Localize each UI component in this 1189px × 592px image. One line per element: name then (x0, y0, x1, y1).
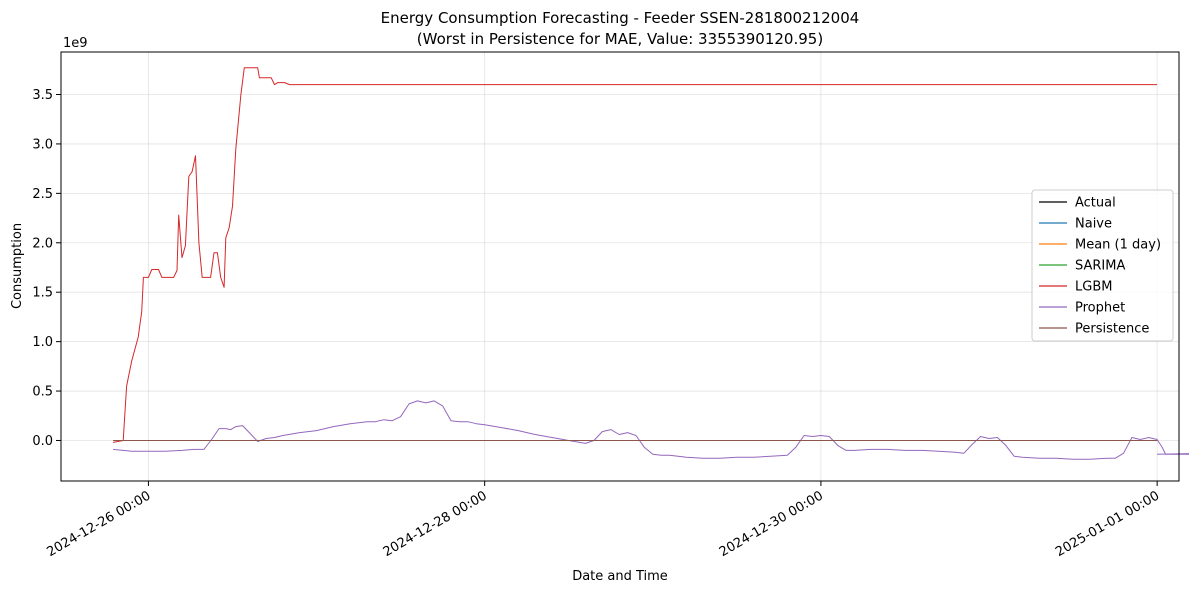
legend-label: Mean (1 day) (1075, 238, 1161, 253)
y-axis-label: Consumption (10, 223, 25, 309)
legend-label: LGBM (1075, 280, 1112, 295)
legend-label: Actual (1075, 196, 1116, 211)
grid-lines (61, 52, 1179, 481)
y-tick-label: 0.0 (32, 434, 53, 449)
x-tick-label: 2024-12-28 00:00 (381, 488, 490, 560)
x-tick-label: 2025-01-01 00:00 (1053, 488, 1162, 560)
x-axis-label: Date and Time (572, 569, 668, 584)
y-tick-label: 3.0 (32, 137, 53, 152)
legend-box (1031, 189, 1174, 342)
x-tick-label: 2024-12-26 00:00 (44, 488, 153, 560)
legend: Actual Naive Mean (1 day) SARIMA LGBM Prophet… (1031, 189, 1174, 342)
legend-label: SARIMA (1075, 259, 1125, 274)
y-tick-label: 2.5 (32, 187, 53, 202)
legend-label: Prophet (1075, 301, 1125, 316)
y-tick-label: 1.0 (32, 335, 53, 350)
y-scale-label: 1e9 (63, 36, 88, 51)
y-tick-label: 2.0 (32, 236, 53, 251)
y-tick-label: 3.5 (32, 88, 53, 103)
chart-title: Energy Consumption Forecasting - Feeder … (381, 9, 860, 27)
series-lines (113, 67, 1189, 460)
legend-label: Naive (1075, 217, 1112, 232)
series-line-prophet (113, 400, 1189, 460)
x-tick-label: 2024-12-30 00:00 (717, 488, 826, 560)
plot-frame (60, 51, 1180, 482)
legend-label: Persistence (1075, 322, 1149, 337)
y-axis: 0.0 0.5 1.0 1.5 2.0 2.5 3.0 3.5 (32, 88, 61, 449)
y-tick-label: 0.5 (32, 385, 53, 400)
x-axis: 2024-12-26 00:00 2024-12-28 00:00 2024-12-… (44, 481, 1162, 560)
series-line-lgbm (113, 67, 1158, 443)
y-tick-label: 1.5 (32, 286, 53, 301)
chart-subtitle: (Worst in Persistence for MAE, Value: 33… (417, 30, 823, 48)
